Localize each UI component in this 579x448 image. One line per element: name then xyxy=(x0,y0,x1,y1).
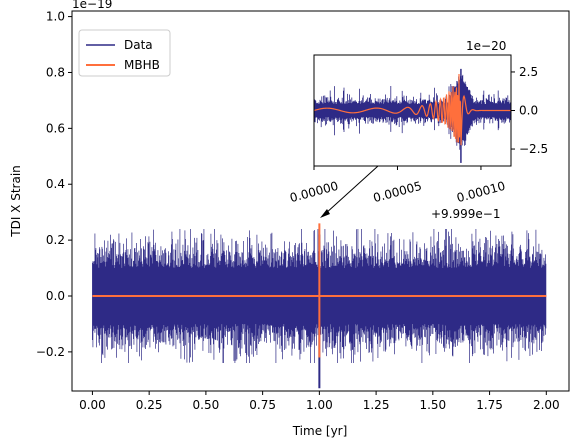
main-plot-frame xyxy=(71,10,570,392)
y-offset-text: 1e−19 xyxy=(72,0,112,11)
y-tick-label: 0.2 xyxy=(46,233,65,247)
main-plot: 0.00 0.25 0.50 0.75 1.00 1.25 1.50 1.75 2.00 −0.… xyxy=(9,0,570,438)
x-tick-label: 0.25 xyxy=(136,398,163,412)
x-tick-label: 0.50 xyxy=(193,398,220,412)
inset-y-tick-label: −2.5 xyxy=(519,142,548,156)
main-x-ticks: 0.00 0.25 0.50 0.75 1.00 1.25 1.50 1.75 2.00 xyxy=(79,391,560,412)
inset-y-offset-text: 1e−20 xyxy=(466,39,506,53)
x-tick-label: 1.75 xyxy=(476,398,503,412)
y-tick-label: 0.6 xyxy=(46,121,65,135)
x-tick-label: 1.50 xyxy=(419,398,446,412)
y-tick-label: 0.8 xyxy=(46,65,65,79)
inset-y-tick-label: 0.0 xyxy=(519,104,538,118)
legend-label-mbhb: MBHB xyxy=(124,58,160,72)
inset-data-layer xyxy=(313,68,512,163)
x-tick-label: 1.25 xyxy=(363,398,390,412)
inset-series-mbhb-line xyxy=(313,73,511,146)
inset-y-ticks: −2.5 0.0 2.5 xyxy=(511,65,548,156)
inset-x-ticks: 0.00000 0.00005 0.00010 xyxy=(288,166,507,205)
y-tick-label: 0.4 xyxy=(46,177,65,191)
x-tick-label: 2.00 xyxy=(533,398,560,412)
inset-y-tick-label: 2.5 xyxy=(519,65,538,79)
y-tick-label: 1.0 xyxy=(46,10,65,24)
zoom-arrow xyxy=(320,165,379,218)
y-tick-label: 0.0 xyxy=(46,289,65,303)
inset-x-tick-label: 0.00010 xyxy=(455,179,507,205)
inset-plot: 0.00000 0.00005 0.00010 −2.5 0.0 2.5 1e−20 +… xyxy=(288,39,548,221)
main-data-layer xyxy=(92,223,547,389)
x-tick-label: 1.00 xyxy=(306,398,333,412)
y-axis-label: TDI X Strain xyxy=(9,165,23,238)
inset-x-tick-label: 0.00005 xyxy=(372,179,424,205)
inset-x-offset-text: +9.999e−1 xyxy=(431,207,500,221)
legend: Data MBHB xyxy=(78,29,171,77)
inset-x-tick-label: 0.00000 xyxy=(288,179,340,205)
x-tick-label: 0.00 xyxy=(79,398,106,412)
legend-label-data: Data xyxy=(124,38,153,52)
y-tick-label: −0.2 xyxy=(36,345,65,359)
main-y-ticks: −0.2 0.0 0.2 0.4 0.6 0.8 1.0 xyxy=(36,10,72,359)
x-tick-label: 0.75 xyxy=(249,398,276,412)
x-axis-label: Time [yr] xyxy=(292,424,348,438)
